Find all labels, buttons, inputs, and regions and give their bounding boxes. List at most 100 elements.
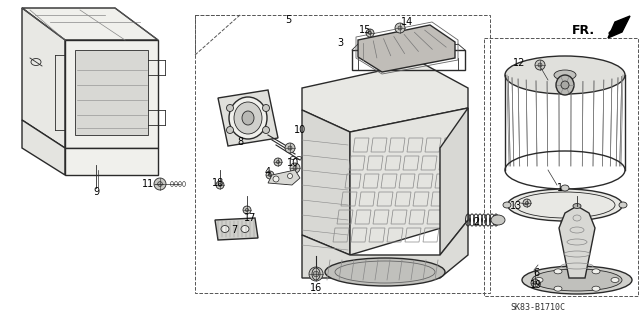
Ellipse shape bbox=[366, 29, 374, 37]
Text: 13: 13 bbox=[510, 201, 522, 211]
Polygon shape bbox=[22, 120, 65, 175]
Polygon shape bbox=[268, 170, 300, 185]
Ellipse shape bbox=[535, 60, 545, 70]
Ellipse shape bbox=[285, 143, 295, 153]
Ellipse shape bbox=[262, 127, 269, 133]
Text: 3: 3 bbox=[337, 38, 343, 48]
Text: SK83-B1710C: SK83-B1710C bbox=[510, 303, 565, 313]
Ellipse shape bbox=[284, 178, 287, 182]
Ellipse shape bbox=[561, 219, 569, 225]
Ellipse shape bbox=[157, 182, 163, 186]
Ellipse shape bbox=[288, 146, 292, 150]
Polygon shape bbox=[75, 50, 148, 135]
Ellipse shape bbox=[154, 178, 166, 190]
Polygon shape bbox=[218, 90, 278, 146]
Ellipse shape bbox=[505, 56, 625, 94]
Ellipse shape bbox=[561, 81, 569, 89]
Ellipse shape bbox=[290, 163, 300, 173]
Text: 19: 19 bbox=[530, 280, 542, 290]
Ellipse shape bbox=[276, 160, 280, 164]
Text: 2: 2 bbox=[473, 217, 479, 227]
Text: 16: 16 bbox=[310, 283, 322, 293]
Ellipse shape bbox=[227, 105, 234, 112]
Ellipse shape bbox=[523, 199, 531, 207]
Text: 8: 8 bbox=[237, 137, 243, 147]
Text: 10: 10 bbox=[287, 158, 299, 168]
Ellipse shape bbox=[592, 286, 600, 291]
Ellipse shape bbox=[293, 166, 297, 170]
Ellipse shape bbox=[611, 278, 619, 283]
Ellipse shape bbox=[266, 171, 274, 179]
Ellipse shape bbox=[325, 258, 445, 286]
Ellipse shape bbox=[218, 183, 221, 187]
Ellipse shape bbox=[221, 226, 229, 233]
Ellipse shape bbox=[262, 105, 269, 112]
Text: FR.: FR. bbox=[572, 24, 595, 36]
Ellipse shape bbox=[554, 269, 562, 274]
Text: 17: 17 bbox=[244, 213, 256, 223]
Ellipse shape bbox=[533, 281, 536, 285]
Ellipse shape bbox=[398, 26, 402, 30]
Ellipse shape bbox=[619, 202, 627, 208]
Polygon shape bbox=[440, 108, 468, 255]
Ellipse shape bbox=[274, 158, 282, 166]
Text: 15: 15 bbox=[359, 25, 371, 35]
Text: 1: 1 bbox=[557, 183, 563, 193]
Text: 12: 12 bbox=[513, 58, 525, 68]
Text: 11: 11 bbox=[142, 179, 154, 189]
Text: 18: 18 bbox=[212, 178, 224, 188]
Ellipse shape bbox=[245, 208, 248, 211]
Ellipse shape bbox=[525, 201, 529, 204]
Ellipse shape bbox=[556, 75, 574, 95]
Ellipse shape bbox=[592, 269, 600, 274]
Ellipse shape bbox=[554, 286, 562, 291]
Text: 4: 4 bbox=[265, 167, 271, 177]
Ellipse shape bbox=[503, 202, 511, 208]
Ellipse shape bbox=[561, 185, 569, 191]
Polygon shape bbox=[559, 206, 595, 278]
Ellipse shape bbox=[508, 189, 623, 221]
Ellipse shape bbox=[234, 102, 262, 134]
Ellipse shape bbox=[287, 174, 292, 179]
Ellipse shape bbox=[273, 176, 279, 182]
Bar bbox=[195, 15, 490, 293]
Polygon shape bbox=[215, 218, 258, 240]
Ellipse shape bbox=[532, 269, 622, 291]
Ellipse shape bbox=[538, 63, 542, 67]
Ellipse shape bbox=[531, 279, 539, 287]
Text: 14: 14 bbox=[401, 17, 413, 27]
Text: 5: 5 bbox=[285, 15, 291, 25]
Ellipse shape bbox=[229, 97, 267, 139]
Text: 9: 9 bbox=[93, 187, 99, 197]
Ellipse shape bbox=[535, 278, 543, 283]
Ellipse shape bbox=[395, 23, 405, 33]
Polygon shape bbox=[65, 148, 158, 175]
Ellipse shape bbox=[309, 267, 323, 281]
Bar bbox=[484, 38, 638, 296]
Polygon shape bbox=[65, 40, 158, 148]
Ellipse shape bbox=[216, 181, 224, 189]
Text: 7: 7 bbox=[231, 225, 237, 235]
Ellipse shape bbox=[573, 204, 581, 209]
Polygon shape bbox=[608, 16, 630, 38]
Ellipse shape bbox=[241, 226, 249, 233]
Ellipse shape bbox=[268, 174, 271, 177]
Ellipse shape bbox=[554, 70, 576, 80]
Polygon shape bbox=[302, 220, 468, 278]
Ellipse shape bbox=[313, 271, 319, 277]
Polygon shape bbox=[302, 62, 468, 132]
Ellipse shape bbox=[227, 127, 234, 133]
Polygon shape bbox=[302, 110, 350, 255]
Ellipse shape bbox=[282, 176, 290, 184]
Ellipse shape bbox=[522, 266, 632, 294]
Polygon shape bbox=[22, 8, 65, 148]
Polygon shape bbox=[22, 8, 158, 40]
Ellipse shape bbox=[491, 215, 505, 225]
Polygon shape bbox=[350, 108, 468, 255]
Text: 6: 6 bbox=[533, 268, 539, 278]
Text: 10: 10 bbox=[294, 125, 306, 135]
Ellipse shape bbox=[243, 206, 251, 214]
Polygon shape bbox=[358, 25, 455, 72]
Ellipse shape bbox=[242, 111, 254, 125]
Ellipse shape bbox=[369, 31, 372, 34]
